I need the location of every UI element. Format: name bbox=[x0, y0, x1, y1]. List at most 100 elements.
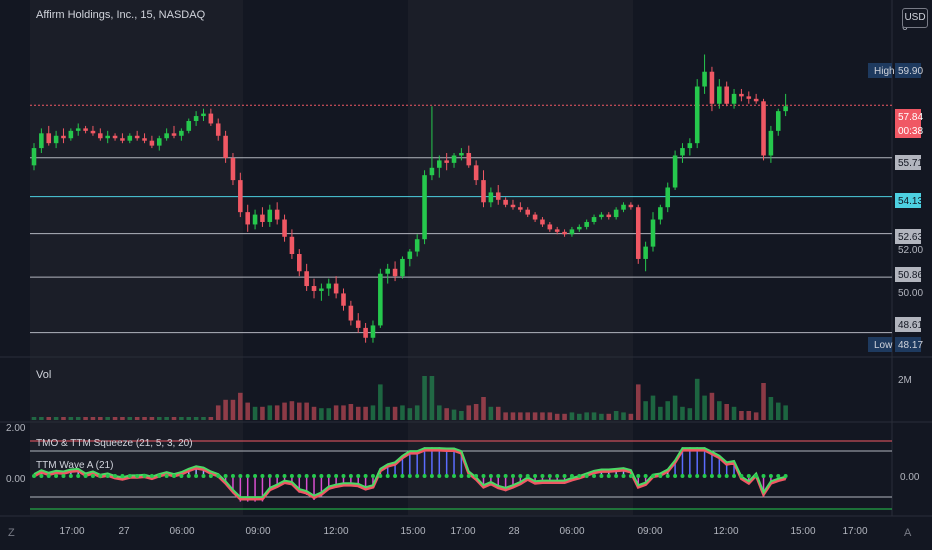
volume-bar bbox=[783, 405, 788, 420]
candle-body bbox=[105, 135, 110, 139]
candle-body bbox=[599, 214, 604, 218]
candle-body bbox=[761, 101, 766, 156]
volume-bar bbox=[473, 404, 479, 420]
volume-bar bbox=[223, 399, 228, 420]
time-axis-label: 06:00 bbox=[559, 526, 584, 537]
candle-body bbox=[525, 209, 531, 215]
candle-body bbox=[319, 288, 324, 291]
squeeze-dot bbox=[518, 474, 523, 478]
candle-body bbox=[510, 204, 516, 208]
squeeze-dot bbox=[555, 474, 560, 478]
volume-axis-label: 2M bbox=[898, 375, 912, 386]
squeeze-dot bbox=[510, 474, 515, 478]
volume-bar bbox=[378, 384, 383, 420]
volume-bar bbox=[459, 411, 464, 420]
squeeze-dot bbox=[577, 474, 582, 478]
squeeze-dot bbox=[614, 474, 619, 478]
candle-body bbox=[193, 116, 199, 121]
squeeze-dot bbox=[142, 474, 147, 478]
volume-bar bbox=[385, 406, 390, 420]
time-axis-label: 15:00 bbox=[400, 526, 425, 537]
squeeze-dot bbox=[186, 474, 191, 478]
volume-bar bbox=[193, 417, 199, 420]
squeeze-dot bbox=[407, 474, 412, 478]
volume-bar bbox=[363, 406, 368, 420]
candle-body bbox=[451, 155, 457, 163]
squeeze-dot bbox=[61, 474, 66, 478]
candle-body bbox=[296, 254, 302, 272]
squeeze-dot bbox=[687, 474, 692, 478]
candle-body bbox=[179, 130, 184, 136]
candle-body bbox=[731, 93, 737, 104]
squeeze-dot bbox=[636, 474, 641, 478]
volume-bar bbox=[61, 417, 66, 420]
squeeze-dot bbox=[341, 474, 346, 478]
candle-body bbox=[606, 214, 612, 218]
candle-body bbox=[326, 283, 332, 289]
volume-bar bbox=[584, 412, 589, 420]
volume-bar bbox=[650, 395, 656, 420]
squeeze-dot bbox=[444, 474, 449, 478]
volume-bar bbox=[518, 412, 523, 420]
volume-bar bbox=[753, 412, 759, 420]
candle-body bbox=[717, 86, 722, 104]
squeeze-dot bbox=[643, 474, 648, 478]
volume-bar bbox=[532, 412, 538, 420]
candle-body bbox=[694, 86, 700, 144]
volume-bar bbox=[761, 383, 766, 420]
volume-bar bbox=[746, 411, 752, 420]
squeeze-dot bbox=[334, 474, 339, 478]
squeeze-dot bbox=[776, 474, 781, 478]
volume-bar bbox=[341, 405, 346, 420]
squeeze-dot bbox=[584, 474, 589, 478]
price-tag-bg bbox=[895, 109, 921, 124]
price-tag-bg bbox=[895, 229, 921, 244]
volume-bar bbox=[201, 417, 206, 420]
squeeze-dot bbox=[127, 474, 132, 478]
volume-bar bbox=[768, 397, 774, 420]
volume-bar bbox=[208, 417, 214, 420]
price-axis-label: 54.13 bbox=[898, 196, 923, 207]
squeeze-dot bbox=[474, 474, 479, 478]
candle-body bbox=[112, 135, 118, 139]
indicator-axis-label: 0.00 bbox=[6, 474, 26, 485]
volume-bar bbox=[481, 397, 486, 420]
volume-bar bbox=[134, 417, 140, 420]
candle-body bbox=[584, 221, 589, 227]
candle-body bbox=[783, 106, 788, 112]
volume-bar bbox=[599, 413, 604, 420]
squeeze-dot bbox=[76, 474, 81, 478]
squeeze-dot bbox=[297, 474, 302, 478]
price-tag-label-bg bbox=[868, 63, 892, 78]
candle-body bbox=[591, 217, 597, 222]
volume-bar bbox=[282, 402, 287, 420]
volume-bar bbox=[731, 406, 737, 420]
volume-bar bbox=[355, 406, 361, 420]
candle-body bbox=[628, 204, 634, 208]
z-icon[interactable]: Z bbox=[8, 527, 15, 539]
price-tag-bg bbox=[895, 193, 921, 208]
price-axis-label: 55.71 bbox=[898, 158, 923, 169]
candle-body bbox=[164, 133, 169, 139]
volume-bar bbox=[319, 408, 324, 420]
squeeze-dot bbox=[459, 474, 464, 478]
time-axis-label: 28 bbox=[508, 526, 520, 537]
squeeze-dot bbox=[488, 474, 493, 478]
candle-body bbox=[459, 153, 464, 156]
price-tag-bg bbox=[895, 267, 921, 282]
auto-scale-icon[interactable]: A bbox=[904, 527, 912, 539]
candle-body bbox=[577, 226, 582, 230]
volume-bar bbox=[547, 412, 553, 420]
volume-bar bbox=[149, 417, 155, 420]
currency-button[interactable]: USD bbox=[902, 8, 928, 28]
volume-bar bbox=[407, 408, 413, 420]
volume-bar bbox=[503, 412, 508, 420]
price-axis-label: 52.63 bbox=[898, 232, 923, 243]
squeeze-dot bbox=[628, 474, 633, 478]
candle-body bbox=[304, 271, 309, 287]
candle-body bbox=[171, 133, 177, 136]
volume-bar bbox=[171, 417, 177, 420]
volume-bar bbox=[444, 408, 449, 420]
candle-body bbox=[355, 320, 361, 328]
